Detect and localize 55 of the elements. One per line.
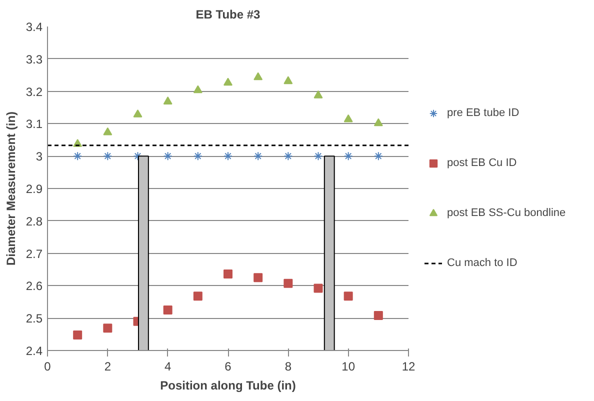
x-tick-label: 8: [284, 360, 292, 374]
y-tick-label: 3.2: [26, 84, 43, 99]
point: [254, 152, 263, 161]
legend-label: post EB SS-Cu bondline: [447, 207, 566, 219]
x-tick-label: 4: [164, 360, 172, 374]
point: [284, 76, 293, 84]
point: [133, 110, 142, 118]
legend-label: post EB Cu ID: [447, 157, 517, 169]
chart-title: EB Tube #3: [196, 8, 261, 22]
x-tick-label: 6: [224, 360, 232, 374]
point: [254, 72, 263, 80]
point: [193, 292, 202, 301]
point: [344, 152, 353, 161]
y-tick-label: 3.1: [26, 117, 43, 132]
legend-label: pre EB tube ID: [447, 107, 520, 119]
point: [224, 270, 232, 279]
x-axis-title: Position along Tube (in): [160, 378, 296, 392]
point: [314, 90, 323, 98]
legend-label: Cu mach to ID: [447, 257, 518, 269]
x-tick-label: 12: [402, 360, 416, 374]
point: [344, 292, 353, 301]
x-tick-label: 2: [104, 360, 112, 374]
y-tick-label: 2.7: [26, 246, 43, 261]
point: [374, 311, 383, 320]
point: [163, 306, 172, 314]
point: [284, 152, 293, 161]
y-tick-label: 2.6: [26, 279, 43, 294]
point: [103, 152, 112, 161]
point: [224, 152, 232, 161]
y-tick-label: 2.5: [26, 312, 43, 326]
point: [314, 284, 323, 293]
y-axis-title: Diameter Measurement (in): [4, 111, 18, 266]
y-tick-label: 2.4: [26, 344, 43, 358]
point: [254, 273, 263, 282]
point: [193, 85, 202, 94]
point: [374, 152, 383, 161]
point: [163, 96, 172, 104]
point: [163, 152, 172, 161]
point: [103, 127, 112, 136]
point: [193, 152, 202, 161]
y-tick-label: 3: [36, 150, 43, 164]
y-tick-label: 2.9: [26, 182, 43, 196]
point: [224, 78, 232, 86]
point: [103, 324, 112, 333]
x-tick-label: 10: [342, 360, 356, 374]
point: [284, 278, 293, 288]
y-tick-label: 3.3: [26, 52, 43, 66]
y-tick-label: 2.8: [26, 214, 43, 228]
point: [374, 118, 383, 126]
point: [73, 330, 82, 340]
point: [73, 152, 82, 161]
y-tick-label: 3.4: [26, 20, 43, 34]
point: [344, 114, 353, 122]
x-tick-label: 0: [44, 360, 52, 374]
point: [314, 152, 323, 161]
